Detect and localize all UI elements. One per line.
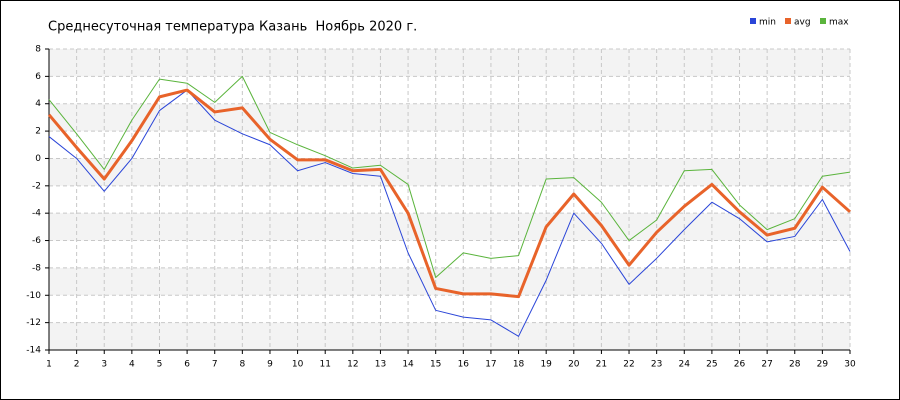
x-tick-label: 3: [101, 360, 107, 370]
legend-label: avg: [794, 18, 811, 28]
y-tick-label: -10: [26, 291, 41, 301]
x-tick-label: 28: [789, 360, 801, 370]
x-tick-label: 13: [375, 360, 386, 370]
legend-swatch: [750, 18, 756, 24]
x-tick-label: 17: [485, 360, 496, 370]
x-tick-label: 19: [540, 360, 552, 370]
x-tick-label: 25: [706, 360, 717, 370]
x-tick-label: 4: [129, 360, 135, 370]
x-tick-label: 24: [679, 360, 691, 370]
x-tick-label: 14: [402, 360, 414, 370]
x-tick-label: 8: [239, 360, 245, 370]
y-tick-label: -12: [26, 318, 41, 328]
y-tick-label: 6: [35, 72, 41, 82]
y-tick-label: -4: [32, 209, 41, 219]
x-tick-label: 20: [568, 360, 580, 370]
y-tick-label: 2: [35, 127, 41, 137]
y-tick-label: -8: [32, 263, 41, 273]
chart-title: Среднесуточная температура Казань Ноябрь…: [48, 20, 417, 35]
y-tick-label: -2: [32, 181, 41, 191]
y-tick-label: 0: [35, 154, 41, 164]
x-tick-label: 21: [596, 360, 607, 370]
x-tick-label: 12: [347, 360, 358, 370]
y-tick-label: -6: [32, 236, 41, 246]
x-tick-label: 7: [212, 360, 218, 370]
legend-label: max: [829, 18, 849, 28]
y-tick-label: -14: [26, 346, 41, 356]
x-tick-label: 1: [46, 360, 52, 370]
band: [49, 103, 850, 132]
band: [49, 213, 850, 241]
x-tick-label: 16: [458, 360, 470, 370]
legend-swatch: [785, 18, 791, 24]
x-tick-label: 10: [292, 360, 304, 370]
x-tick-label: 6: [184, 360, 190, 370]
x-tick-label: 22: [623, 360, 634, 370]
band: [49, 158, 850, 186]
legend-label: min: [759, 18, 776, 28]
band: [49, 322, 850, 350]
series-line: [48, 89, 851, 337]
y-tick-label: 8: [35, 45, 41, 55]
band: [49, 49, 850, 77]
x-tick-label: 5: [157, 360, 163, 370]
series-line: [47, 88, 851, 299]
y-tick-label: 4: [35, 99, 41, 109]
x-tick-label: 15: [430, 360, 441, 370]
x-tick-label: 27: [761, 360, 772, 370]
x-tick-label: 30: [844, 360, 856, 370]
series-line: [48, 75, 851, 278]
x-tick-label: 9: [267, 360, 273, 370]
x-tick-label: 2: [74, 360, 80, 370]
legend-swatch: [820, 18, 826, 24]
x-tick-label: 29: [817, 360, 829, 370]
x-tick-label: 26: [734, 360, 746, 370]
x-tick-label: 11: [319, 360, 330, 370]
x-tick-label: 18: [513, 360, 525, 370]
x-tick-label: 23: [651, 360, 662, 370]
